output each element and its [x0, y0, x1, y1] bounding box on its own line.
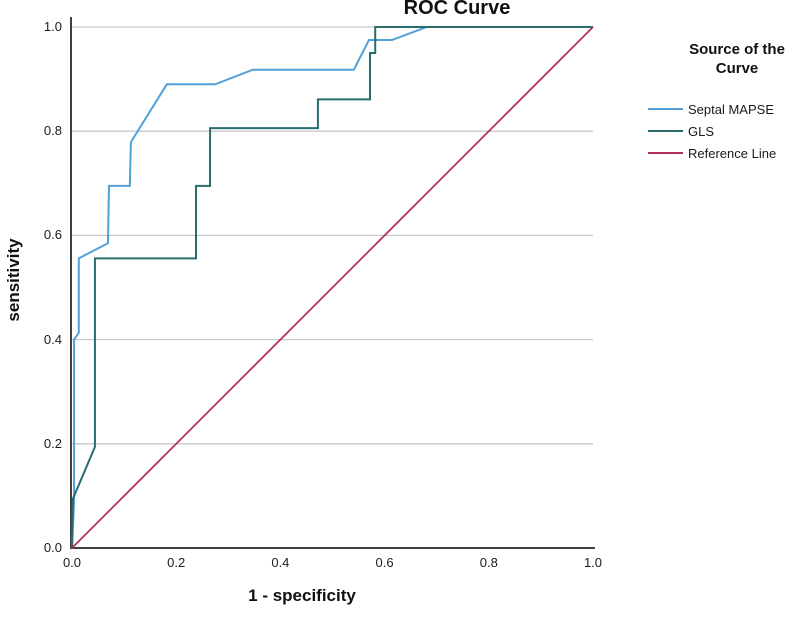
curve-septal-mapse: [71, 26, 593, 549]
legend-item-septal-mapse: Septal MAPSE: [648, 98, 774, 120]
chart-title: ROC Curve: [403, 0, 511, 19]
x-tick-label: 0.8: [479, 555, 498, 570]
y-tick-label: 1.0: [43, 19, 62, 34]
legend-label: Septal MAPSE: [688, 101, 774, 117]
legend-label: GLS: [688, 123, 715, 139]
curve-gls: [71, 26, 593, 549]
legend-swatch-reference-line: [648, 152, 683, 154]
y-axis-label: sensitivity: [4, 238, 23, 322]
y-tick-label: 0.6: [43, 227, 62, 243]
legend-item-reference-line: Reference Line: [648, 142, 776, 164]
y-tick-label: 0.4: [43, 331, 62, 347]
y-tick-label: 0.8: [43, 123, 62, 139]
legend-title: Source of the Curve: [689, 41, 785, 77]
x-tick-label: 1.0: [583, 555, 603, 570]
y-tick-label: 0.2: [43, 435, 62, 451]
y-tick-label: 0.0: [43, 540, 62, 555]
legend-item-gls: GLS: [648, 120, 714, 142]
legend-swatch-gls: [648, 130, 683, 132]
x-tick-label: 0.2: [167, 555, 186, 570]
legend-label: Reference Line: [688, 145, 777, 161]
curve-reference-line: [71, 26, 594, 549]
x-tick-label: 0.4: [271, 555, 290, 570]
x-axis-label: 1 - specificity: [248, 586, 356, 605]
legend-swatch-septal-mapse: [648, 108, 683, 110]
x-tick-label: 0.6: [375, 555, 394, 570]
x-tick-label: 0.0: [62, 555, 82, 570]
